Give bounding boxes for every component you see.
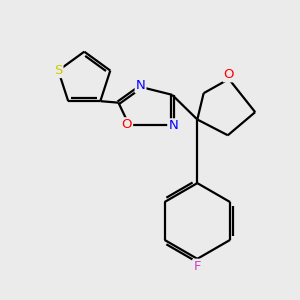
Text: O: O [224,68,234,81]
Text: N: N [168,119,178,132]
Text: S: S [54,64,62,77]
Text: N: N [136,80,146,92]
Text: O: O [122,118,132,131]
Text: F: F [194,260,201,273]
